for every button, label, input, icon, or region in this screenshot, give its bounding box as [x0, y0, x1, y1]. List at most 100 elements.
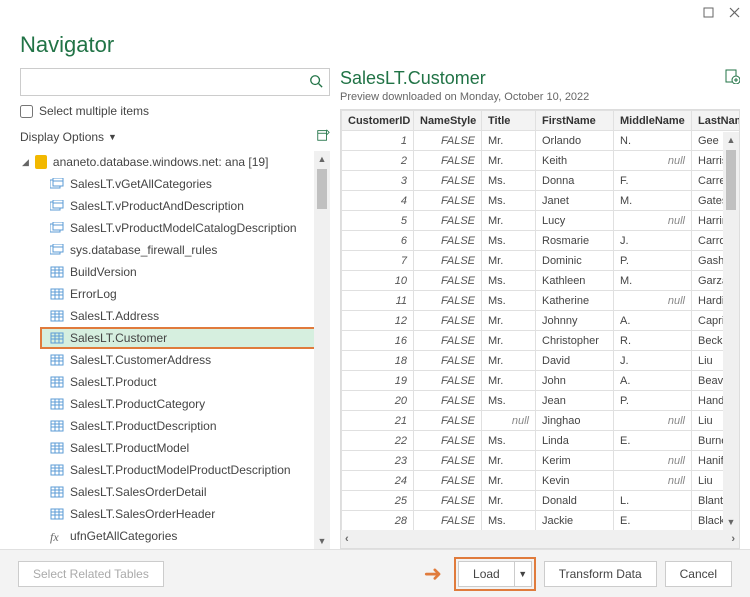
tree-scrollbar[interactable]: ▲ ▼ [314, 151, 330, 549]
table-row[interactable]: 1FALSEMr.OrlandoN.Gee [342, 131, 740, 151]
table-icon [50, 464, 64, 476]
cell: Mr. [482, 211, 536, 231]
refresh-icon[interactable] [316, 128, 330, 145]
display-options-dropdown[interactable]: Display Options ▼ [20, 130, 117, 144]
table-row[interactable]: 19FALSEMr.JohnA.Beaver [342, 371, 740, 391]
scroll-down-icon[interactable]: ▼ [727, 517, 736, 527]
table-row[interactable]: 23FALSEMr.KerimnullHanif [342, 451, 740, 471]
tree-item[interactable]: SalesLT.Address [40, 305, 330, 327]
tree-item[interactable]: SalesLT.vGetAllCategories [40, 173, 330, 195]
cell: Mr. [482, 491, 536, 511]
scroll-down-icon[interactable]: ▼ [318, 536, 327, 546]
cell: Kerim [536, 451, 614, 471]
tree-item[interactable]: SalesLT.CustomerAddress [40, 349, 330, 371]
cell: 3 [342, 171, 414, 191]
table-row[interactable]: 28FALSEMs.JackieE.Blackwell [342, 511, 740, 531]
load-dropdown-button[interactable]: ▼ [514, 561, 532, 587]
cell: J. [614, 231, 692, 251]
table-row[interactable]: 24FALSEMr.KevinnullLiu [342, 471, 740, 491]
column-header[interactable]: CustomerID [342, 111, 414, 131]
table-row[interactable]: 2FALSEMr.KeithnullHarris [342, 151, 740, 171]
tree-item[interactable]: SalesLT.ProductModelProductDescription [40, 459, 330, 481]
scroll-left-icon[interactable]: ‹ [345, 533, 349, 545]
load-button-highlight: Load ▼ [454, 557, 536, 591]
scroll-up-icon[interactable]: ▲ [727, 135, 736, 145]
cell: FALSE [414, 191, 482, 211]
column-header[interactable]: NameStyle [414, 111, 482, 131]
scroll-up-icon[interactable]: ▲ [318, 154, 327, 164]
table-row[interactable]: 3FALSEMs.DonnaF.Carreras [342, 171, 740, 191]
search-input[interactable] [27, 75, 309, 89]
tree-item[interactable]: BuildVersion [40, 261, 330, 283]
tree-item-label: SalesLT.vProductModelCatalogDescription [70, 221, 297, 235]
tree-item[interactable]: fxufnGetAllCategories [40, 525, 330, 547]
select-related-tables-button[interactable]: Select Related Tables [18, 561, 164, 587]
tree-item[interactable]: fxufnGetCustomerInformation [40, 547, 330, 549]
view-icon [50, 222, 64, 234]
cancel-button[interactable]: Cancel [665, 561, 732, 587]
tree-item[interactable]: SalesLT.ProductModel [40, 437, 330, 459]
cell: Mr. [482, 131, 536, 151]
search-icon[interactable] [309, 74, 323, 91]
tree-item[interactable]: ErrorLog [40, 283, 330, 305]
cell: FALSE [414, 231, 482, 251]
table-row[interactable]: 6FALSEMs.RosmarieJ.Carroll [342, 231, 740, 251]
table-row[interactable]: 16FALSEMr.ChristopherR.Beck [342, 331, 740, 351]
grid-scrollbar-horizontal[interactable]: ‹ › [341, 530, 739, 548]
cell: 20 [342, 391, 414, 411]
scroll-right-icon[interactable]: › [731, 533, 735, 545]
cell: FALSE [414, 471, 482, 491]
table-row[interactable]: 25FALSEMr.DonaldL.Blanton [342, 491, 740, 511]
cell: 21 [342, 411, 414, 431]
minimize-icon[interactable] [702, 6, 714, 18]
tree-item-label: SalesLT.vGetAllCategories [70, 177, 212, 191]
table-row[interactable]: 11FALSEMs.KatherinenullHarding [342, 291, 740, 311]
tree-item[interactable]: SalesLT.Product [40, 371, 330, 393]
tree-item[interactable]: SalesLT.ProductDescription [40, 415, 330, 437]
column-header[interactable]: LastName [692, 111, 740, 131]
table-row[interactable]: 5FALSEMr.LucynullHarringto [342, 211, 740, 231]
table-row[interactable]: 20FALSEMs.JeanP.Handley [342, 391, 740, 411]
cell: null [614, 411, 692, 431]
collapse-icon[interactable]: ◢ [22, 157, 29, 168]
column-header[interactable]: FirstName [536, 111, 614, 131]
select-multiple-input[interactable] [20, 105, 33, 118]
cell: L. [614, 491, 692, 511]
scroll-thumb[interactable] [726, 150, 736, 210]
grid-scrollbar-vertical[interactable]: ▲ ▼ [723, 132, 739, 530]
select-multiple-checkbox[interactable]: Select multiple items [20, 104, 330, 118]
preview-refresh-icon[interactable] [724, 68, 740, 87]
grid-header-row: CustomerIDNameStyleTitleFirstNameMiddleN… [342, 111, 740, 131]
scroll-thumb[interactable] [317, 169, 327, 209]
table-row[interactable]: 18FALSEMr.DavidJ.Liu [342, 351, 740, 371]
close-icon[interactable] [728, 6, 740, 18]
table-row[interactable]: 21FALSEnullJinghaonullLiu [342, 411, 740, 431]
tree-item[interactable]: SalesLT.Customer [40, 327, 330, 349]
table-row[interactable]: 7FALSEMr.DominicP.Gash [342, 251, 740, 271]
cell: 6 [342, 231, 414, 251]
display-options-label: Display Options [20, 130, 104, 144]
table-row[interactable]: 4FALSEMs.JanetM.Gates [342, 191, 740, 211]
table-row[interactable]: 10FALSEMs.KathleenM.Garza [342, 271, 740, 291]
tree-item[interactable]: sys.database_firewall_rules [40, 239, 330, 261]
table-row[interactable]: 12FALSEMr.JohnnyA.Caprio [342, 311, 740, 331]
tree-item[interactable]: SalesLT.vProductModelCatalogDescription [40, 217, 330, 239]
cell: 4 [342, 191, 414, 211]
cell: Johnny [536, 311, 614, 331]
cell: Christopher [536, 331, 614, 351]
search-input-wrap[interactable] [20, 68, 330, 96]
transform-data-button[interactable]: Transform Data [544, 561, 657, 587]
tree-item[interactable]: SalesLT.ProductCategory [40, 393, 330, 415]
tree-item[interactable]: SalesLT.SalesOrderDetail [40, 481, 330, 503]
view-icon [50, 178, 64, 190]
cell: FALSE [414, 271, 482, 291]
tree-item[interactable]: SalesLT.vProductAndDescription [40, 195, 330, 217]
tree-item[interactable]: SalesLT.SalesOrderHeader [40, 503, 330, 525]
database-node[interactable]: ◢ ananeto.database.windows.net: ana [19] [20, 151, 330, 173]
cell: 23 [342, 451, 414, 471]
load-button[interactable]: Load [458, 561, 514, 587]
tree-item-label: SalesLT.ProductCategory [70, 397, 205, 411]
column-header[interactable]: MiddleName [614, 111, 692, 131]
table-row[interactable]: 22FALSEMs.LindaE.Burnett [342, 431, 740, 451]
column-header[interactable]: Title [482, 111, 536, 131]
